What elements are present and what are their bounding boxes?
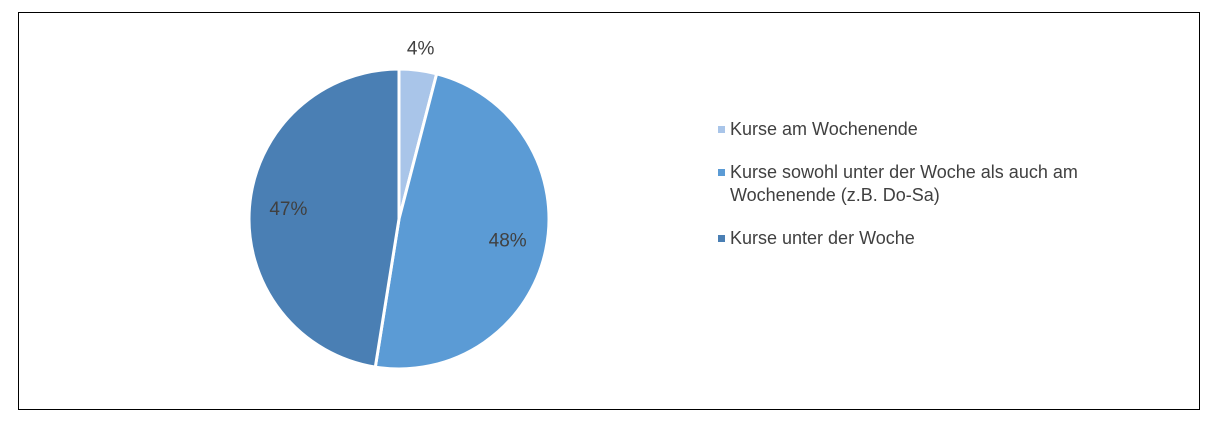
pie-slice	[373, 71, 551, 371]
legend-item: Kurse am Wochenende	[718, 118, 1158, 141]
legend-label: Kurse unter der Woche	[730, 228, 915, 248]
legend-swatch	[718, 169, 725, 176]
chart-frame	[18, 12, 1200, 410]
data-label: 47%	[269, 199, 307, 220]
legend-item: Kurse unter der Woche	[718, 227, 1158, 250]
data-label: 48%	[489, 231, 527, 252]
pie-slice	[247, 67, 401, 369]
legend-swatch	[718, 235, 725, 242]
legend-item: Kurse sowohl unter der Woche als auch am…	[718, 161, 1158, 207]
legend-swatch	[718, 126, 725, 133]
legend-label: Kurse am Wochenende	[730, 119, 918, 139]
legend: Kurse am Wochenende Kurse sowohl unter de…	[718, 118, 1158, 270]
data-label: 4%	[407, 38, 435, 59]
legend-label: Kurse sowohl unter der Woche als auch am…	[730, 162, 1078, 205]
